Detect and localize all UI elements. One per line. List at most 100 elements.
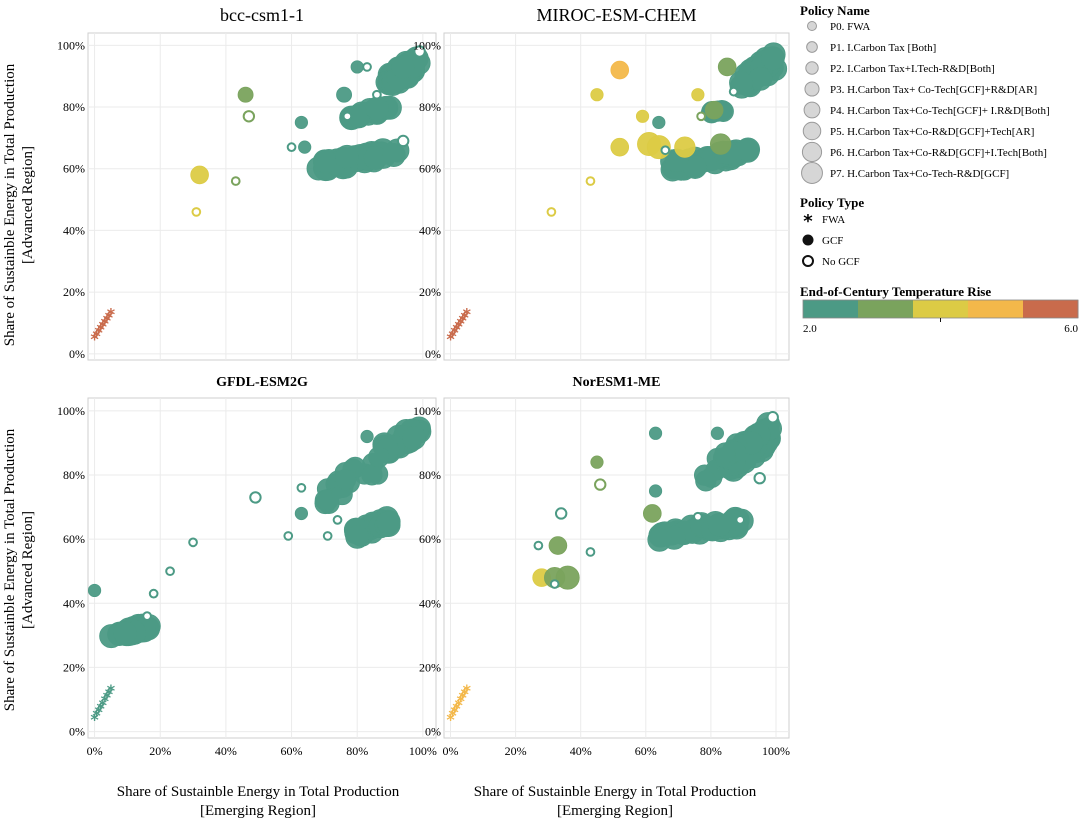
- data-point-fwa: *: [452, 320, 461, 339]
- data-point-fwa: *: [92, 326, 101, 345]
- y-tick-label: 40%: [419, 223, 441, 237]
- data-point-gcf: [610, 137, 630, 157]
- x-tick-label: 100%: [762, 744, 790, 758]
- data-point-gcf: [360, 429, 374, 444]
- y-axis-label-line1: Share of Sustainble Energy in Total Prod…: [2, 63, 18, 346]
- legend-temp-max: 6.0: [1064, 323, 1078, 335]
- y-tick-label: 80%: [63, 468, 85, 482]
- y-axis-label-top: Share of Sustainble Energy in Total Prod…: [2, 63, 36, 346]
- legend-size-circle: [801, 162, 823, 184]
- legend-policy-name: P6. H.Carbon Tax+Co-R&D[GCF]+I.Tech[Both…: [830, 147, 1047, 159]
- colorbar-segment: [858, 300, 914, 318]
- legend-policy-types: * FWA GCF No GCF: [802, 211, 860, 268]
- data-point-no-gcf: [554, 507, 568, 520]
- data-point-fwa: *: [448, 326, 457, 345]
- panel-title: MIROC-ESM-CHEM: [536, 5, 696, 25]
- data-point-gcf: [635, 109, 650, 123]
- y-tick-label: 20%: [63, 660, 85, 674]
- data-point-no-gcf: [728, 86, 739, 97]
- x-axis-label-line2: [Emerging Region]: [557, 803, 673, 819]
- data-point-gcf: [113, 620, 138, 645]
- legend-policy-names: P0. FWA P1. I.Carbon Tax [Both] P2. I.Carb…: [801, 21, 1050, 184]
- y-tick-label: 40%: [419, 596, 441, 610]
- data-point-no-gcf: [230, 176, 241, 186]
- x-tick-label: 80%: [346, 744, 368, 758]
- y-axis-label-line2: [Advanced Region]: [20, 146, 36, 264]
- data-point-gcf: [365, 96, 390, 121]
- data-point-gcf: [648, 426, 663, 440]
- data-point-fwa: *: [107, 305, 116, 324]
- y-axis-label-line1: Share of Sustainble Energy in Total Prod…: [2, 428, 18, 711]
- data-point-no-gcf: [342, 111, 353, 122]
- data-point-gcf: [313, 149, 338, 174]
- data-point-no-gcf: [242, 110, 256, 123]
- y-axis-label-line2: [Advanced Region]: [20, 511, 36, 629]
- data-point-gcf: [555, 565, 580, 590]
- data-point-no-gcf: [165, 566, 175, 577]
- scatter-panel: 0%20%40%60%80%100%MIROC-ESM-CHEM********…: [413, 5, 790, 361]
- data-point-no-gcf: [585, 547, 596, 557]
- data-point-fwa: *: [446, 710, 455, 729]
- legend-policy-name: P1. I.Carbon Tax [Both]: [830, 42, 936, 54]
- data-point-gcf: [760, 46, 785, 71]
- data-point-gcf: [548, 536, 568, 555]
- data-point-fwa: *: [450, 323, 459, 342]
- y-tick-label: 0%: [69, 725, 85, 739]
- data-point-fwa: *: [454, 317, 463, 336]
- data-point-gcf: [87, 583, 102, 598]
- data-point-gcf: [674, 136, 696, 158]
- data-point-gcf: [345, 524, 370, 549]
- data-point-no-gcf: [546, 207, 557, 217]
- x-axis-label-line1: Share of Sustainble Energy in Total Prod…: [474, 784, 757, 800]
- data-point-gcf: [390, 55, 415, 80]
- panel-title: GFDL-ESM2G: [216, 375, 308, 390]
- y-tick-label: 20%: [63, 285, 85, 299]
- data-point-fwa: *: [461, 684, 470, 703]
- data-point-fwa: *: [101, 692, 110, 711]
- data-point-no-gcf: [283, 531, 294, 541]
- data-point-no-gcf: [286, 142, 297, 152]
- legend-temp-min: 2.0: [803, 323, 817, 335]
- y-tick-label: 80%: [63, 100, 85, 114]
- data-point-fwa: *: [463, 681, 472, 700]
- panels: 0%20%40%60%80%100%bcc-csm1-1*********0%2…: [57, 5, 790, 758]
- panel-title: bcc-csm1-1: [220, 5, 304, 25]
- data-point-gcf: [350, 60, 364, 74]
- x-tick-label: 40%: [215, 744, 237, 758]
- data-point-fwa: *: [94, 703, 103, 722]
- legend-policy-name: P0. FWA: [830, 21, 870, 33]
- data-point-no-gcf: [660, 145, 671, 156]
- data-point-fwa: *: [92, 706, 101, 725]
- legend-size-circle: [807, 21, 817, 31]
- data-point-fwa: *: [456, 314, 465, 333]
- legend-policy-name: P2. I.Carbon Tax+I.Tech-R&D[Both]: [830, 63, 995, 75]
- x-axis-label-left: Share of Sustainble Energy in Total Prod…: [117, 784, 400, 819]
- data-point-gcf: [714, 442, 736, 464]
- data-point-fwa: *: [105, 308, 114, 327]
- data-point-no-gcf: [148, 588, 159, 599]
- data-point-gcf: [590, 455, 604, 469]
- data-point-gcf: [298, 140, 312, 154]
- y-tick-label: 100%: [413, 38, 441, 52]
- data-point-fwa: *: [103, 311, 112, 330]
- data-point-fwa: *: [97, 320, 106, 339]
- data-point-no-gcf: [191, 207, 202, 217]
- data-point-gcf: [710, 133, 732, 155]
- temperature-colorbar: [802, 299, 1079, 322]
- legend-size-circle: [806, 41, 818, 53]
- data-point-no-gcf: [594, 478, 607, 491]
- data-point-gcf: [648, 484, 663, 498]
- y-tick-label: 100%: [413, 404, 441, 418]
- data-point-gcf: [643, 504, 662, 523]
- data-point-fwa: *: [90, 710, 99, 729]
- legend-size-circle: [804, 81, 820, 97]
- data-point-gcf: [710, 426, 724, 440]
- data-point-no-gcf: [372, 89, 382, 100]
- y-tick-label: 0%: [425, 725, 441, 739]
- data-point-no-gcf: [362, 62, 372, 72]
- data-point-fwa: *: [459, 311, 468, 330]
- y-tick-label: 100%: [57, 404, 85, 418]
- data-point-no-gcf: [585, 176, 596, 186]
- data-point-fwa: *: [107, 681, 116, 700]
